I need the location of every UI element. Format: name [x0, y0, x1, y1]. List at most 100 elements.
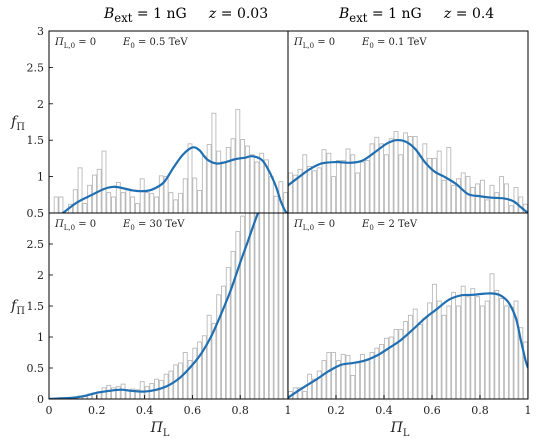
histogram-bar: [254, 213, 260, 399]
annotation-pi0: ΠL,0 = 0: [293, 37, 335, 50]
histogram-bar: [154, 196, 159, 213]
annotation-pi0: ΠL,0 = 0: [54, 37, 96, 50]
histogram-bar: [139, 178, 145, 213]
histogram-bar: [58, 196, 64, 213]
histogram-bar: [144, 386, 150, 399]
y-tick-label: 2: [37, 98, 44, 111]
histogram-bar: [475, 296, 481, 399]
histogram-bar: [87, 184, 93, 213]
histogram-bar: [431, 283, 437, 399]
y-tick-label: 2.5: [27, 238, 45, 251]
histogram-bar: [379, 343, 385, 399]
density-curve: [49, 213, 260, 399]
histogram-bar: [106, 192, 112, 213]
density-curve: [288, 138, 528, 213]
histogram-bar: [316, 167, 322, 213]
histogram-bar: [460, 285, 466, 399]
panel-frame: [287, 212, 529, 400]
x-tick-label: 0.8: [471, 404, 489, 417]
histogram-bar: [273, 213, 279, 399]
histogram-bar: [407, 314, 413, 399]
histogram-bar: [431, 157, 437, 213]
histogram-bar: [49, 215, 53, 217]
histogram-bar: [427, 157, 433, 213]
histogram-bar: [249, 154, 255, 213]
histogram-bar: [383, 337, 389, 399]
histogram-bar: [302, 391, 308, 399]
histogram-bar: [235, 109, 241, 213]
panel-bottom-left: 0 0.5 1 1.5 2 2.5 0 0.2 0.4 0.6 0.8 1 ΠL,0 = 0 E0 = 3…: [27, 212, 292, 417]
y-tick-label: 2: [37, 269, 44, 282]
histogram-bar: [230, 138, 236, 213]
histogram-bar: [311, 170, 317, 213]
histogram-bar: [206, 314, 212, 399]
histogram-bar: [178, 192, 183, 213]
histogram-bar: [364, 160, 370, 213]
histogram-bar: [158, 175, 164, 213]
histogram-bar: [499, 176, 505, 213]
histogram-bar: [460, 172, 466, 213]
histogram-bar: [182, 352, 188, 399]
histogram-bar: [130, 196, 136, 213]
y-tick-label: 1: [37, 171, 44, 184]
histogram-bar: [383, 154, 389, 213]
x-tick-label: 1: [285, 404, 292, 417]
histogram-bar: [417, 324, 423, 399]
histogram-bar: [115, 386, 121, 399]
histogram-bar: [331, 352, 337, 399]
histogram-bar: [475, 183, 481, 213]
x-tick-label: 0: [46, 404, 53, 417]
histogram-bar: [244, 213, 250, 399]
histogram-bar: [307, 373, 313, 399]
histogram-bar: [340, 160, 346, 213]
histogram-bar: [441, 314, 447, 399]
histogram-bar: [197, 189, 203, 213]
histogram-bar: [216, 150, 222, 213]
histogram-bar: [393, 131, 399, 213]
histogram-bar: [422, 143, 428, 213]
histogram-bar: [484, 300, 490, 399]
histogram-bar: [206, 144, 212, 213]
histogram-bar: [297, 168, 303, 213]
y-tick-label: 0: [37, 393, 44, 406]
histogram-bar: [331, 176, 337, 213]
histogram-bar: [345, 355, 351, 399]
histogram-bar: [178, 362, 183, 399]
x-tick-label: 1: [525, 404, 532, 417]
histogram-bar: [436, 150, 442, 213]
histogram-bar: [240, 139, 246, 213]
histogram-bar: [288, 172, 293, 213]
panel-top-right: ΠL,0 = 0 E0 = 0.1 TeV: [287, 30, 529, 214]
histogram-bar: [211, 322, 217, 399]
histogram-bar: [455, 178, 461, 213]
histogram-bar: [273, 195, 279, 213]
histogram-bar: [101, 387, 107, 399]
histogram-bar: [374, 347, 380, 399]
y-tick-label: 0.5: [27, 207, 45, 220]
histogram-bar: [350, 154, 356, 213]
y-axis-label-top: fΠ: [10, 114, 25, 133]
histogram-bar: [417, 155, 423, 213]
histogram-bar: [407, 136, 413, 213]
histogram-bar: [508, 306, 514, 399]
histogram-bar: [494, 290, 500, 399]
histogram-bar: [149, 383, 155, 399]
histogram-bar: [134, 389, 140, 399]
histogram-bar: [388, 336, 394, 399]
histogram-bar: [503, 305, 509, 399]
density-curve: [60, 146, 288, 213]
histogram-bar: [302, 154, 308, 213]
y-tick-label: 1: [37, 331, 44, 344]
annotation-pi0: ΠL,0 = 0: [54, 219, 96, 232]
histogram-bar: [359, 161, 365, 213]
histogram-bar: [335, 160, 341, 213]
histogram-bar: [393, 329, 399, 399]
histogram-bar: [268, 213, 274, 399]
annotation-e0: E0 = 0.5 TeV: [122, 37, 188, 50]
x-tick-label: 0.4: [375, 404, 393, 417]
histogram-bar: [441, 179, 447, 213]
histogram-bar: [451, 184, 457, 213]
histogram-bar: [201, 335, 207, 399]
histogram-bar: [446, 305, 452, 399]
histogram-bar: [130, 388, 136, 399]
